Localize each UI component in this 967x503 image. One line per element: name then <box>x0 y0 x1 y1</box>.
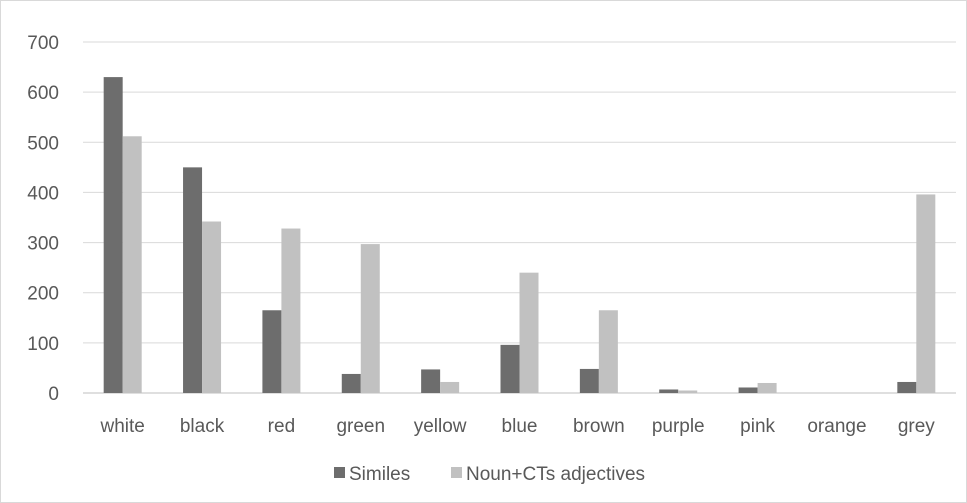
x-tick-label: brown <box>573 416 625 437</box>
bar-noun-cts-white <box>122 136 142 394</box>
bar-noun-cts-grey <box>916 194 936 393</box>
bar-similes-black <box>183 167 203 393</box>
y-tick-label: 200 <box>27 284 59 305</box>
y-tick-label: 300 <box>27 234 59 255</box>
bar-similes-blue <box>500 344 520 393</box>
bar-noun-cts-brown <box>598 310 618 393</box>
x-tick-label: red <box>268 416 295 437</box>
legend-label: Noun+CTs adjectives <box>466 464 645 485</box>
x-tick-label: white <box>100 416 145 437</box>
x-tick-label: green <box>336 416 385 437</box>
bar-noun-cts-blue <box>519 272 539 393</box>
y-tick-label: 100 <box>27 334 59 355</box>
y-tick-label: 400 <box>27 183 59 204</box>
legend-label: Similes <box>349 464 410 485</box>
x-tick-label: grey <box>898 416 935 437</box>
bar-noun-cts-green <box>360 244 380 393</box>
bar-similes-grey <box>897 381 917 393</box>
y-axis: 0 100 200 300 400 500 600 700 <box>27 33 59 405</box>
y-tick-label: 600 <box>27 83 59 104</box>
bar-similes-red <box>262 310 282 393</box>
y-tick-label: 700 <box>27 33 59 54</box>
bar-noun-cts-yellow <box>440 381 460 393</box>
bar-noun-cts-black <box>202 221 222 393</box>
bar-noun-cts-red <box>281 228 301 393</box>
x-tick-label: orange <box>807 416 866 437</box>
x-tick-label: pink <box>740 416 775 437</box>
bar-similes-yellow <box>421 369 441 393</box>
bar-similes-purple <box>659 389 679 393</box>
bar-similes-pink <box>738 387 758 393</box>
bar-similes-brown <box>579 368 599 393</box>
legend-swatch <box>334 467 345 478</box>
x-axis: white black red green yellow blue brown purple p… <box>100 416 936 437</box>
y-tick-label: 0 <box>48 384 59 405</box>
bars <box>103 77 936 394</box>
legend-swatch <box>451 467 462 478</box>
bar-similes-white <box>103 77 123 393</box>
bar-similes-green <box>341 373 361 393</box>
x-tick-label: yellow <box>414 416 467 437</box>
y-tick-label: 500 <box>27 133 59 154</box>
x-tick-label: black <box>180 416 225 437</box>
bar-noun-cts-pink <box>757 382 777 393</box>
x-tick-label: blue <box>502 416 538 437</box>
bar-noun-cts-purple <box>678 390 698 393</box>
x-tick-label: purple <box>652 416 705 437</box>
legend: Similes Noun+CTs adjectives <box>334 464 645 485</box>
